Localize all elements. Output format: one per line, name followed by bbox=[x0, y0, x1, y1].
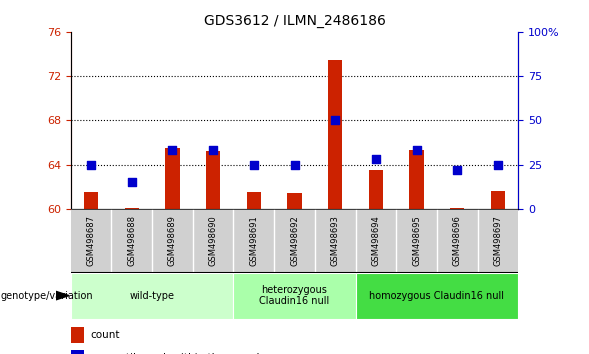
Text: GSM498693: GSM498693 bbox=[330, 215, 340, 266]
Text: GSM498697: GSM498697 bbox=[494, 215, 502, 266]
Text: GSM498687: GSM498687 bbox=[87, 215, 95, 266]
Bar bbox=[287, 193, 302, 209]
Text: GSM498689: GSM498689 bbox=[168, 215, 177, 266]
Point bbox=[209, 148, 218, 153]
Text: GSM498691: GSM498691 bbox=[249, 215, 259, 266]
Point bbox=[249, 162, 259, 167]
Bar bbox=[247, 192, 261, 209]
Bar bbox=[450, 208, 464, 209]
Point bbox=[412, 148, 421, 153]
Point bbox=[452, 167, 462, 173]
Point bbox=[493, 162, 502, 167]
Text: GSM498688: GSM498688 bbox=[127, 215, 136, 266]
Title: GDS3612 / ILMN_2486186: GDS3612 / ILMN_2486186 bbox=[204, 14, 385, 28]
Point bbox=[330, 118, 340, 123]
Bar bbox=[71, 350, 84, 354]
Text: GSM498696: GSM498696 bbox=[453, 215, 462, 266]
Bar bbox=[71, 327, 84, 343]
Text: GSM498692: GSM498692 bbox=[290, 215, 299, 266]
Text: GSM498690: GSM498690 bbox=[209, 215, 217, 266]
Bar bbox=[206, 152, 220, 209]
Bar bbox=[84, 192, 98, 209]
Point bbox=[168, 148, 177, 153]
Point bbox=[290, 162, 299, 167]
Bar bbox=[356, 273, 518, 319]
Bar bbox=[409, 150, 423, 209]
Bar bbox=[491, 191, 505, 209]
Text: homozygous Claudin16 null: homozygous Claudin16 null bbox=[369, 291, 504, 301]
Bar bbox=[166, 148, 180, 209]
Text: genotype/variation: genotype/variation bbox=[1, 291, 93, 301]
Bar bbox=[233, 273, 356, 319]
Text: wild-type: wild-type bbox=[130, 291, 174, 301]
Text: percentile rank within the sample: percentile rank within the sample bbox=[90, 353, 266, 354]
Bar bbox=[328, 59, 342, 209]
Polygon shape bbox=[56, 291, 69, 300]
Bar bbox=[71, 273, 233, 319]
Text: GSM498694: GSM498694 bbox=[372, 215, 380, 266]
Text: count: count bbox=[90, 330, 120, 339]
Bar bbox=[125, 208, 139, 209]
Text: GSM498695: GSM498695 bbox=[412, 215, 421, 266]
Point bbox=[127, 179, 137, 185]
Point bbox=[371, 156, 380, 162]
Text: heterozygous
Claudin16 null: heterozygous Claudin16 null bbox=[259, 285, 330, 307]
Point bbox=[87, 162, 96, 167]
Bar bbox=[369, 170, 383, 209]
